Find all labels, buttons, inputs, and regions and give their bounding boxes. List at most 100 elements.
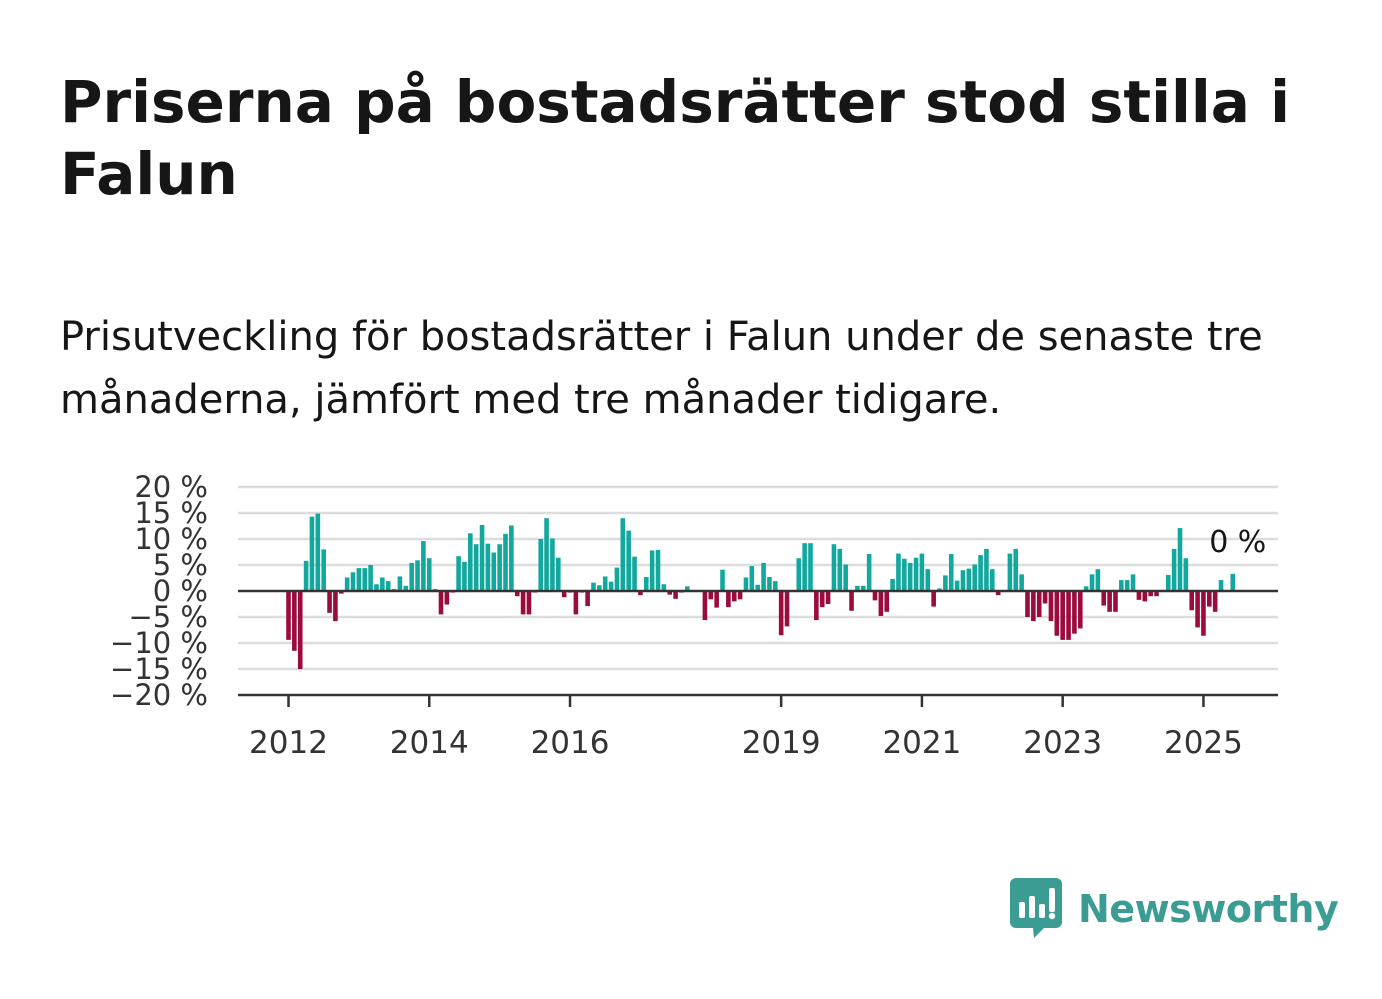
bar [761,562,766,591]
bar [1019,574,1024,591]
bar [520,591,526,615]
bar [303,560,309,591]
bar [1007,553,1013,591]
bar [315,513,321,591]
bar [426,558,432,591]
bar [896,553,901,591]
bar [456,556,461,591]
bars [286,513,1236,669]
bar [1083,586,1089,591]
bar [538,539,543,591]
bar [1148,591,1153,597]
bar [1124,580,1130,591]
bar [667,591,673,595]
bar [784,591,790,627]
bar [638,591,643,596]
bar [960,570,966,591]
bar [1136,591,1142,600]
bar [878,591,884,616]
y-tick-label: −10 % [110,626,208,660]
bar [297,591,303,669]
bar [814,591,819,621]
bar [1189,591,1195,611]
bar [1107,591,1112,612]
bar [602,576,608,591]
bar [825,591,831,604]
bar [561,591,567,598]
bar [368,565,373,591]
x-tick-label: 2021 [882,725,961,761]
chart-title: Priserna på bostadsrätter stod stilla i … [60,68,1290,208]
bar [884,591,890,612]
bar [403,585,409,591]
last-value-label: 0 % [1209,525,1266,560]
bar [1195,591,1200,628]
bar [1119,580,1124,591]
bar [966,568,972,591]
bar [415,560,420,591]
bar [327,591,332,613]
bar [1130,574,1136,591]
bar [591,582,596,591]
bar [995,591,1001,596]
bar [984,548,989,591]
bar [1218,580,1224,591]
bar [925,569,931,591]
bar [1066,591,1071,640]
y-tick-label: 5 % [153,548,208,582]
bar [972,564,978,591]
bar [1095,569,1101,591]
bar [626,530,631,591]
brand-name: Newsworthy [1078,887,1339,931]
x-axis-ticks: 2012 2014 2016 2019 2021 2023 2025 [249,695,1243,761]
bar [1013,548,1019,591]
gridlines [238,485,1278,671]
bar [550,538,555,591]
bar [1183,558,1189,591]
bar [778,591,784,636]
bar [1031,591,1036,622]
bar [356,568,362,591]
x-tick-label: 2019 [742,725,821,761]
y-tick-label: 20 % [134,470,208,504]
bar [503,533,508,591]
bar [943,575,948,591]
bar [1048,591,1054,622]
bar [954,580,960,591]
bar [731,591,737,602]
bar [1142,591,1148,602]
bar [344,577,350,591]
y-tick-label: 0 % [153,574,208,608]
bar [1054,591,1060,636]
bar [333,591,338,622]
bar [585,591,590,607]
bar [685,586,690,591]
bar [755,584,760,591]
bar [350,572,356,591]
bar [819,591,825,608]
bar [479,524,485,591]
bar [919,553,925,591]
bar [931,591,936,607]
bar [485,543,491,591]
bar [292,591,297,651]
bar [1212,591,1218,612]
chart-subtitle: Prisutveckling för bostadsrätter i Falun… [60,314,1263,423]
bar [362,568,368,591]
bar [608,581,614,591]
bar [1154,591,1159,597]
bar [913,557,919,591]
bar [866,554,872,591]
bar [837,548,843,591]
y-tick-label: 15 % [134,496,208,530]
bar [1201,591,1206,636]
bar [438,591,444,615]
bar [544,518,549,591]
bar [374,584,379,591]
bar [907,562,913,591]
bar [597,585,602,591]
bar [720,569,725,591]
bar [808,543,813,591]
bar [526,591,532,615]
bar [1072,591,1077,634]
